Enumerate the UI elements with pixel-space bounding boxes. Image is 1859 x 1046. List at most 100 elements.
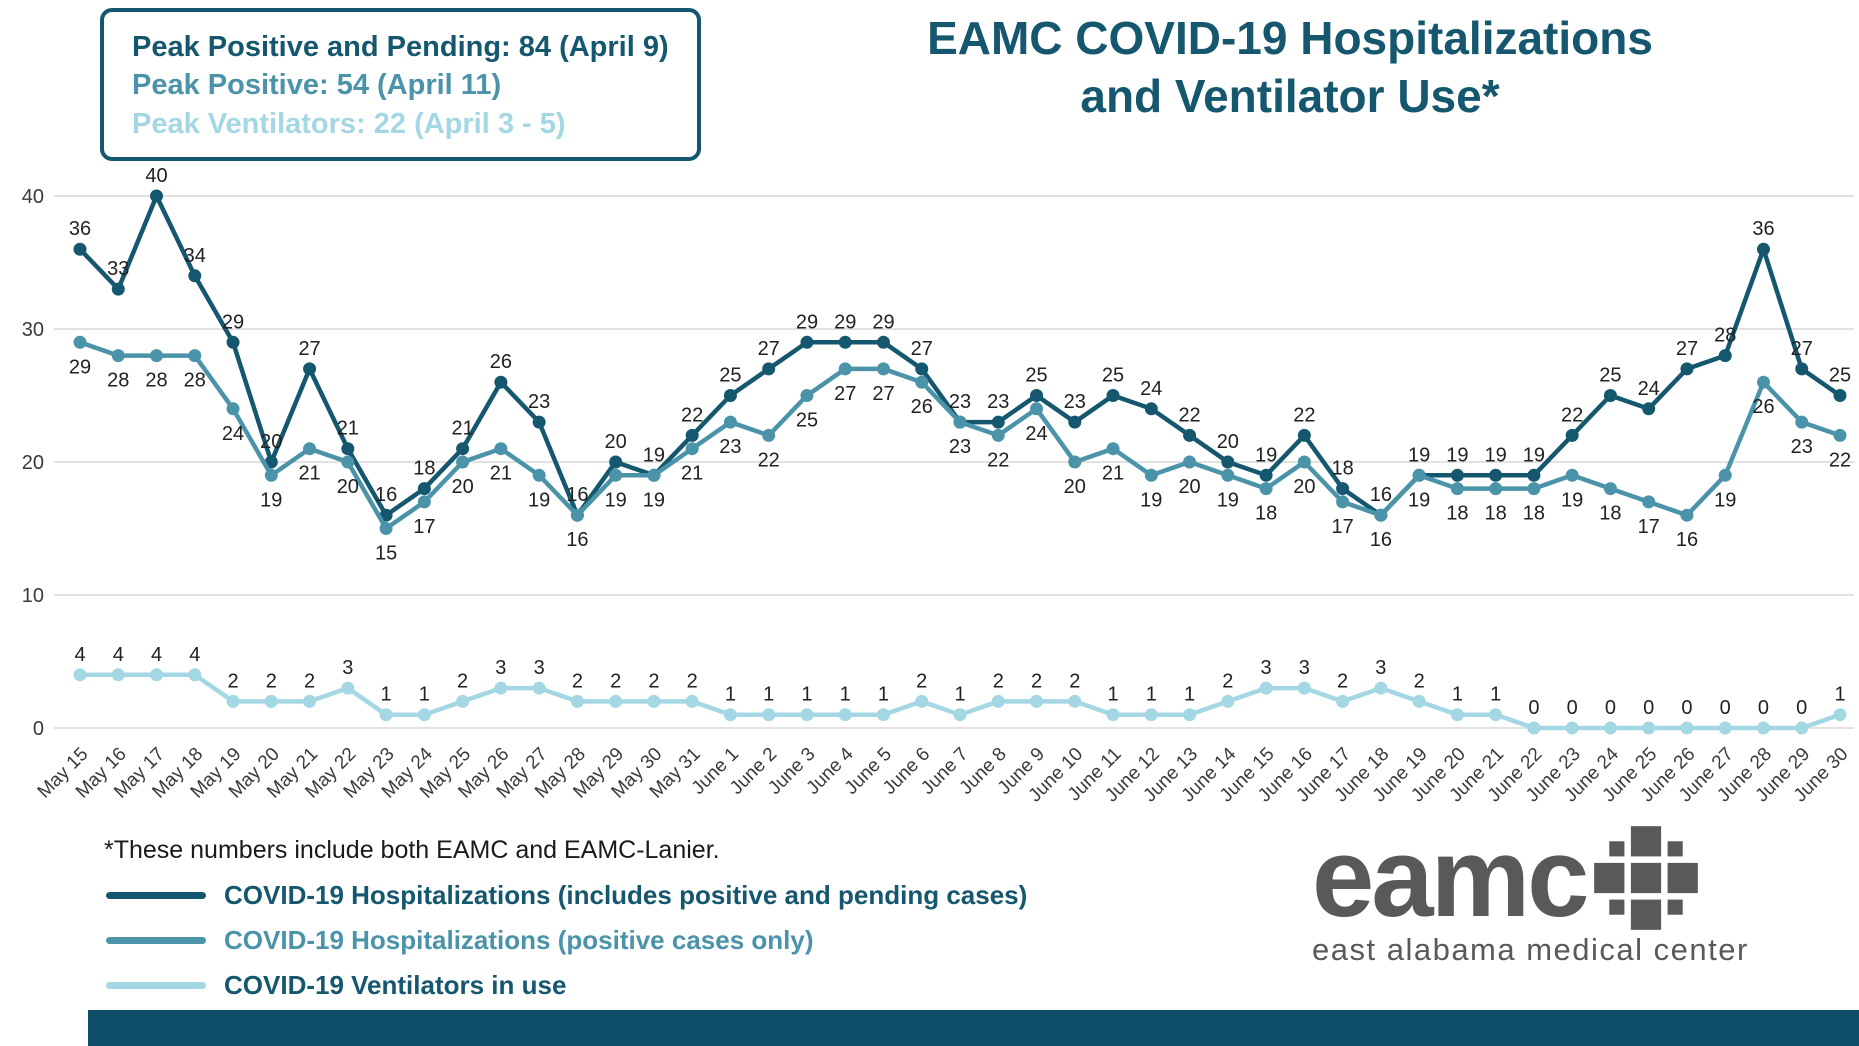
svg-text:19: 19 bbox=[1140, 489, 1162, 511]
svg-text:4: 4 bbox=[74, 644, 85, 666]
svg-text:18: 18 bbox=[1523, 503, 1545, 525]
svg-text:29: 29 bbox=[69, 356, 91, 378]
svg-text:1: 1 bbox=[1490, 684, 1501, 706]
svg-text:1: 1 bbox=[763, 684, 774, 706]
legend-swatch-ventilators bbox=[106, 982, 206, 989]
svg-text:19: 19 bbox=[260, 489, 282, 511]
svg-text:25: 25 bbox=[719, 365, 741, 387]
svg-text:3: 3 bbox=[495, 657, 506, 679]
svg-text:19: 19 bbox=[1408, 444, 1430, 466]
svg-text:21: 21 bbox=[451, 418, 473, 440]
svg-text:29: 29 bbox=[796, 311, 818, 333]
svg-text:21: 21 bbox=[337, 418, 359, 440]
svg-text:19: 19 bbox=[643, 489, 665, 511]
svg-text:24: 24 bbox=[1025, 423, 1047, 445]
svg-text:22: 22 bbox=[1178, 404, 1200, 426]
svg-text:27: 27 bbox=[1791, 338, 1813, 360]
svg-text:20: 20 bbox=[1293, 476, 1315, 498]
svg-text:19: 19 bbox=[1485, 444, 1507, 466]
svg-text:23: 23 bbox=[719, 436, 741, 458]
svg-text:22: 22 bbox=[1293, 404, 1315, 426]
svg-text:0: 0 bbox=[1796, 697, 1807, 719]
legend-label-ventilators: COVID-19 Ventilators in use bbox=[224, 970, 567, 1000]
svg-text:22: 22 bbox=[1829, 449, 1851, 471]
svg-text:3: 3 bbox=[534, 657, 545, 679]
svg-text:30: 30 bbox=[22, 319, 44, 341]
svg-text:22: 22 bbox=[758, 449, 780, 471]
svg-text:18: 18 bbox=[1485, 503, 1507, 525]
svg-text:1: 1 bbox=[1146, 684, 1157, 706]
svg-text:29: 29 bbox=[222, 311, 244, 333]
legend-item-total: COVID-19 Hospitalizations (includes posi… bbox=[106, 880, 1027, 911]
svg-text:2: 2 bbox=[648, 670, 659, 692]
svg-text:34: 34 bbox=[184, 245, 206, 267]
svg-text:16: 16 bbox=[1370, 529, 1392, 551]
svg-text:25: 25 bbox=[1829, 365, 1851, 387]
svg-text:18: 18 bbox=[413, 458, 435, 480]
svg-text:0: 0 bbox=[1643, 697, 1654, 719]
legend: COVID-19 Hospitalizations (includes posi… bbox=[106, 880, 1027, 1015]
svg-text:2: 2 bbox=[1069, 670, 1080, 692]
eamc-logo-subtitle: east alabama medical center bbox=[1312, 932, 1749, 967]
svg-text:29: 29 bbox=[872, 311, 894, 333]
svg-text:26: 26 bbox=[490, 351, 512, 373]
footnote: *These numbers include both EAMC and EAM… bbox=[104, 836, 720, 864]
svg-text:2: 2 bbox=[572, 670, 583, 692]
svg-text:25: 25 bbox=[1599, 365, 1621, 387]
svg-text:27: 27 bbox=[1676, 338, 1698, 360]
svg-text:33: 33 bbox=[107, 258, 129, 280]
svg-text:2: 2 bbox=[687, 670, 698, 692]
svg-text:19: 19 bbox=[528, 489, 550, 511]
svg-text:4: 4 bbox=[113, 644, 124, 666]
svg-text:1: 1 bbox=[801, 684, 812, 706]
svg-text:2: 2 bbox=[457, 670, 468, 692]
svg-text:20: 20 bbox=[260, 431, 282, 453]
svg-text:23: 23 bbox=[987, 391, 1009, 413]
svg-text:0: 0 bbox=[1528, 697, 1539, 719]
eamc-logo-row: eamc bbox=[1312, 821, 1782, 934]
svg-text:16: 16 bbox=[566, 484, 588, 506]
svg-text:25: 25 bbox=[796, 410, 818, 432]
svg-text:29: 29 bbox=[834, 311, 856, 333]
svg-text:0: 0 bbox=[1758, 697, 1769, 719]
svg-text:22: 22 bbox=[1561, 404, 1583, 426]
svg-text:26: 26 bbox=[1752, 396, 1774, 418]
svg-text:24: 24 bbox=[1140, 378, 1162, 400]
svg-text:28: 28 bbox=[1714, 325, 1736, 347]
svg-text:40: 40 bbox=[22, 186, 44, 208]
svg-text:19: 19 bbox=[1523, 444, 1545, 466]
legend-swatch-total bbox=[106, 892, 206, 899]
svg-text:40: 40 bbox=[145, 165, 167, 187]
svg-text:19: 19 bbox=[1714, 489, 1736, 511]
svg-text:17: 17 bbox=[1638, 516, 1660, 538]
svg-text:27: 27 bbox=[298, 338, 320, 360]
eamc-cross-icon bbox=[1594, 826, 1699, 930]
svg-text:20: 20 bbox=[1178, 476, 1200, 498]
svg-text:27: 27 bbox=[872, 383, 894, 405]
svg-text:0: 0 bbox=[33, 718, 44, 740]
peak-positive-text: Peak Positive: 54 (April 11) bbox=[132, 69, 502, 102]
svg-text:2: 2 bbox=[1222, 670, 1233, 692]
svg-text:28: 28 bbox=[184, 370, 206, 392]
svg-text:21: 21 bbox=[1102, 463, 1124, 485]
svg-text:18: 18 bbox=[1599, 503, 1621, 525]
svg-text:25: 25 bbox=[1025, 365, 1047, 387]
svg-text:1: 1 bbox=[381, 684, 392, 706]
svg-text:23: 23 bbox=[1791, 436, 1813, 458]
svg-text:19: 19 bbox=[1446, 444, 1468, 466]
peak-positive-pending-text: Peak Positive and Pending: 84 (April 9) bbox=[132, 31, 669, 63]
svg-text:17: 17 bbox=[413, 516, 435, 538]
svg-text:23: 23 bbox=[949, 436, 971, 458]
svg-text:3: 3 bbox=[1299, 657, 1310, 679]
svg-text:18: 18 bbox=[1255, 503, 1277, 525]
svg-text:0: 0 bbox=[1605, 697, 1616, 719]
svg-text:23: 23 bbox=[528, 391, 550, 413]
eamc-logo: eamc east alabama medical center bbox=[1312, 821, 1782, 968]
svg-text:21: 21 bbox=[298, 463, 320, 485]
svg-text:20: 20 bbox=[1217, 431, 1239, 453]
legend-item-positive: COVID-19 Hospitalizations (positive case… bbox=[106, 925, 1027, 956]
svg-text:19: 19 bbox=[1217, 489, 1239, 511]
svg-text:3: 3 bbox=[342, 657, 353, 679]
svg-text:28: 28 bbox=[107, 370, 129, 392]
